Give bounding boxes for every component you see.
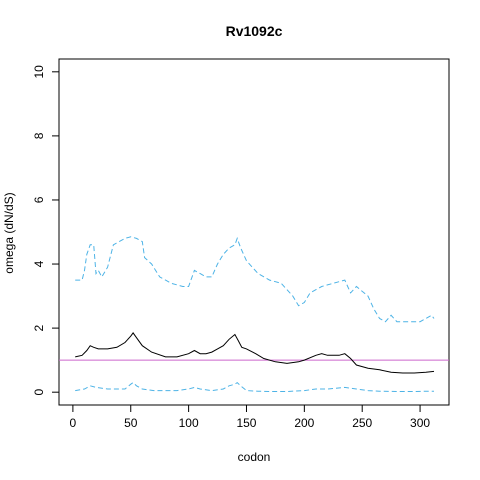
x-tick-label: 300 <box>410 416 430 430</box>
plot-layer: 0 50 100 150 200 250 300 0 2 4 6 8 10 <box>32 65 449 430</box>
series-line-1 <box>75 236 435 323</box>
y-tick-label: 4 <box>32 260 46 267</box>
x-tick-label: 0 <box>70 416 77 430</box>
y-tick-label: 8 <box>32 132 46 139</box>
x-tick-label: 50 <box>124 416 138 430</box>
y-tick-label: 6 <box>32 196 46 203</box>
series-line-2 <box>75 381 434 392</box>
y-axis-label: omega (dN/dS) <box>2 192 16 273</box>
series-line-0 <box>75 332 435 374</box>
x-tick-label: 150 <box>236 416 256 430</box>
x-axis-label: codon <box>238 450 271 464</box>
x-tick-label: 100 <box>179 416 199 430</box>
chart-title: Rv1092c <box>226 23 283 39</box>
x-tick-label: 200 <box>294 416 314 430</box>
y-tick-label: 0 <box>32 389 46 396</box>
x-tick-label: 250 <box>352 416 372 430</box>
y-tick-label: 10 <box>32 65 46 79</box>
plot-frame <box>58 58 450 406</box>
y-tick-label: 2 <box>32 324 46 331</box>
